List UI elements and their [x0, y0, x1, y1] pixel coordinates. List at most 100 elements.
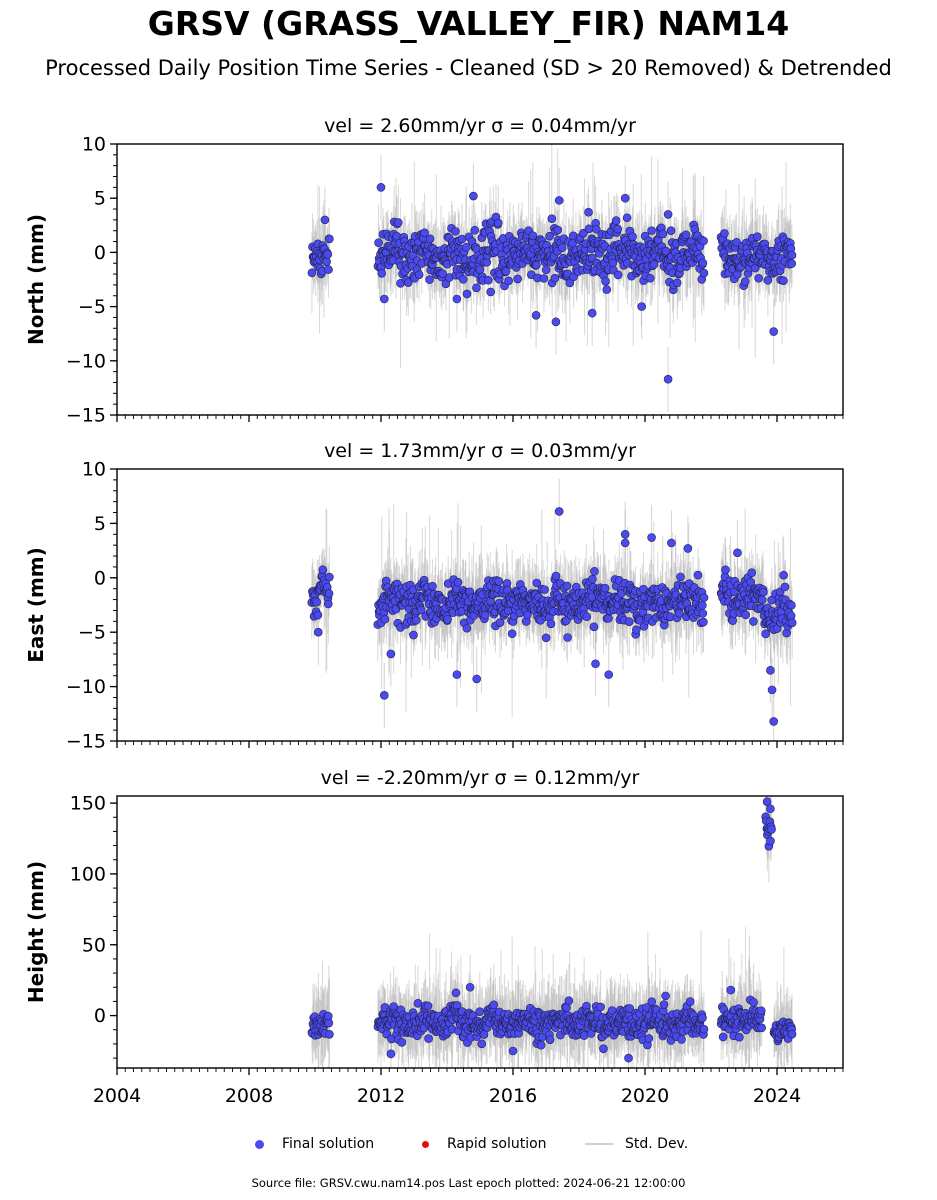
final-solution-point: [320, 215, 330, 225]
final-solution-point: [779, 276, 788, 285]
y-tick-label: 0: [94, 1005, 106, 1027]
final-solution-point: [413, 999, 423, 1008]
panel-0: 10 5 0 −5 −10 −15 vel = 2.60mm/yr σ = 0.04mm/y…: [24, 115, 844, 427]
page-title: GRSV (GRASS_VALLEY_FIR) NAM14: [147, 4, 790, 43]
plot-area: [307, 796, 797, 1068]
final-solution-point: [541, 265, 551, 275]
y-tick-label: 5: [94, 513, 106, 535]
final-solution-point: [647, 533, 656, 542]
y-tick-label: −15: [66, 731, 106, 753]
final-solution-point: [596, 1002, 605, 1012]
final-solution-point: [658, 229, 668, 239]
y-tick-label: 150: [70, 793, 106, 815]
plot-area: [307, 144, 797, 412]
final-solution-point: [457, 234, 467, 244]
final-solution-point: [622, 213, 632, 223]
final-solution-point: [601, 276, 610, 286]
final-solution-point: [547, 214, 557, 223]
final-solution-point: [735, 1032, 744, 1042]
final-solution-point: [397, 1037, 407, 1047]
final-solution-point: [782, 628, 791, 638]
final-solution-point: [787, 250, 797, 260]
y-tick-label: −15: [66, 405, 106, 427]
final-solution-point: [698, 601, 707, 610]
final-solution-point: [647, 226, 656, 235]
final-solution-point: [698, 1013, 707, 1023]
panel-title: vel = 1.73mm/yr σ = 0.03mm/yr: [324, 440, 636, 462]
final-solution-point: [424, 1034, 433, 1043]
final-solution-point: [377, 269, 387, 278]
panel-1: 10 5 0 −5 −10 −15 vel = 1.73mm/yr σ = 0.03mm/y…: [24, 440, 844, 753]
final-solution-point: [584, 207, 593, 217]
final-solution-point: [620, 193, 630, 203]
final-solution-point: [425, 234, 435, 244]
final-solution-point: [564, 996, 574, 1005]
final-solution-point: [557, 243, 567, 253]
final-solution-point: [493, 218, 503, 228]
final-solution-point: [323, 599, 333, 609]
final-solution-point: [762, 797, 772, 806]
final-solution-point: [563, 633, 572, 642]
final-solution-point: [374, 238, 383, 248]
final-solution-point: [428, 581, 437, 591]
final-solution-point: [545, 1035, 555, 1044]
final-solution-point: [787, 618, 797, 628]
final-solution-point: [541, 633, 551, 643]
final-solution-point: [443, 615, 452, 624]
final-solution-point: [763, 276, 773, 285]
final-solution-point: [767, 825, 776, 834]
final-solution-point: [451, 988, 461, 998]
final-solution-point: [677, 1035, 686, 1044]
final-solution-point: [659, 1000, 669, 1009]
y-tick-label: 0: [94, 242, 106, 264]
final-solution-point: [546, 619, 556, 629]
final-solution-point: [486, 287, 495, 297]
final-solution-point: [554, 196, 564, 205]
final-solution-point: [624, 1053, 633, 1063]
final-solution-point: [462, 623, 472, 633]
final-solution-point: [379, 294, 389, 304]
final-solution-point: [624, 617, 634, 626]
final-solution-point: [545, 231, 554, 241]
final-solution-point: [469, 191, 478, 201]
y-tick-label: −10: [66, 676, 106, 698]
final-solution-point: [386, 649, 396, 659]
final-solution-point: [667, 538, 676, 548]
final-solution-point: [649, 260, 659, 269]
std-dev-bars: [311, 796, 793, 1068]
final-solution-point: [423, 1001, 433, 1011]
final-solution-point: [698, 609, 708, 618]
final-solution-point: [591, 659, 600, 669]
final-solution-point: [608, 258, 618, 268]
final-solution-point: [786, 611, 796, 620]
final-solution-point: [767, 685, 777, 695]
final-solution-point: [379, 691, 389, 700]
final-solution-point: [528, 231, 538, 240]
final-solution-point: [489, 1000, 499, 1010]
final-solution-point: [602, 285, 612, 294]
final-solution-point: [699, 236, 708, 246]
final-solution-point: [584, 224, 594, 234]
final-solution-point: [411, 615, 421, 625]
final-solution-point: [611, 216, 621, 225]
final-solution-point: [420, 228, 429, 238]
final-solution-point: [588, 574, 597, 584]
final-solution-point: [599, 1044, 608, 1053]
final-solution-point: [780, 582, 790, 592]
final-solution-point: [589, 622, 599, 632]
final-solution-point: [462, 242, 471, 252]
final-solution-point: [749, 617, 758, 626]
final-solution-point: [380, 614, 390, 624]
final-solution-point: [425, 275, 434, 284]
final-solution-point: [666, 226, 676, 235]
final-solution-point: [325, 1030, 334, 1039]
page-subtitle: Processed Daily Position Time Series - C…: [45, 56, 892, 80]
final-solution-point: [313, 627, 323, 637]
final-solution-point: [644, 1034, 654, 1043]
final-solution-point: [324, 1018, 334, 1028]
final-solution-point: [681, 230, 691, 240]
final-solution-point: [323, 249, 333, 259]
final-solution-point: [508, 1046, 518, 1056]
